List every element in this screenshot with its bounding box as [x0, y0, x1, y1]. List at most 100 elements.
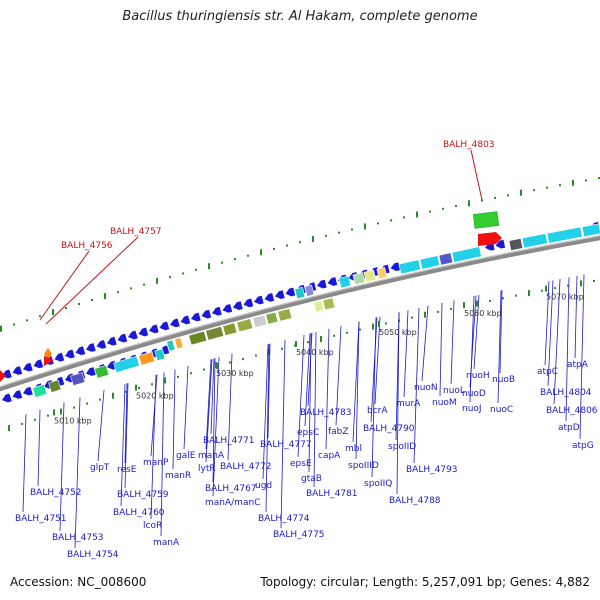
scale-tick	[215, 362, 217, 369]
gene-arrow	[159, 321, 170, 331]
outer-tick	[351, 228, 353, 231]
gene-label: lytR	[198, 464, 216, 474]
inner-tick	[476, 300, 478, 307]
outer-tick	[156, 277, 158, 284]
outer-tick	[234, 258, 236, 261]
leader-line	[547, 280, 554, 387]
inner-tick	[138, 387, 140, 390]
gene-arrow	[253, 295, 264, 305]
inner-tick	[47, 414, 49, 417]
gene-label: nuoD	[462, 389, 486, 399]
inner-tick	[73, 406, 75, 409]
leader-line	[265, 343, 270, 513]
scale-label: 5070 kbp	[546, 293, 584, 302]
inner-tick	[21, 422, 23, 425]
gene-block	[352, 272, 366, 286]
outer-tick	[286, 244, 288, 247]
inner-tick	[307, 341, 309, 344]
inner-tick	[125, 390, 127, 393]
outer-tick	[117, 291, 119, 294]
gene-label: BALH_4783	[300, 408, 352, 418]
gene-block	[113, 355, 140, 373]
inner-tick	[489, 299, 491, 302]
gene-label: BALH_4804	[540, 388, 592, 398]
outer-tick	[221, 261, 223, 264]
gene-label: manP	[143, 458, 169, 468]
scale-label: 5040 kbp	[296, 348, 334, 357]
gene-label: BALH_4752	[30, 488, 82, 498]
outer-tick	[299, 241, 301, 244]
outer-tick	[0, 325, 2, 332]
feature-4756-arrow	[44, 356, 54, 366]
inner-tick	[60, 408, 62, 415]
inner-tick	[411, 316, 413, 319]
gene-label: BALH_4759	[117, 490, 169, 500]
gene-label: atpA	[567, 360, 589, 370]
gene-block	[188, 330, 208, 346]
inner-tick	[502, 297, 504, 300]
gene-label: BALH_4772	[220, 462, 272, 472]
gene-label: atpD	[558, 423, 580, 433]
gene-arrow	[495, 239, 506, 249]
outer-tick	[507, 194, 509, 197]
gene-arrow	[222, 304, 233, 313]
gene-label: manA	[198, 451, 225, 461]
feature-4803-block	[472, 211, 500, 229]
leader-line	[212, 358, 216, 483]
leader-line	[120, 383, 126, 507]
outer-tick	[169, 276, 171, 279]
leader-line	[450, 300, 455, 385]
outer-tick	[195, 268, 197, 271]
outer-tick	[312, 235, 314, 242]
leader-line	[205, 359, 212, 450]
gene-label: atpG	[572, 441, 594, 451]
gene-block	[313, 300, 325, 313]
inner-tick	[450, 308, 452, 311]
outer-tick	[546, 186, 548, 189]
inner-tick	[164, 377, 166, 384]
gene-label: bcrA	[367, 406, 388, 416]
outer-tick	[429, 210, 431, 213]
gene-arrow	[317, 279, 327, 289]
gene-label: spoIIID	[348, 461, 379, 471]
gene-block	[398, 259, 421, 275]
outer-tick	[572, 179, 574, 186]
gene-label: capA	[318, 451, 341, 461]
leader-line	[395, 312, 400, 441]
gene-block	[154, 348, 166, 361]
leader-line	[374, 316, 381, 405]
outer-tick	[143, 283, 145, 286]
leader-line	[172, 369, 176, 470]
gene-arrow	[327, 277, 338, 286]
gene-arrow	[264, 292, 275, 302]
inner-tick	[151, 383, 153, 386]
leader-line	[37, 409, 41, 487]
gene-arrow	[65, 349, 75, 359]
gene-label: nuoH	[466, 371, 490, 381]
gene-label: BALH_4771	[203, 436, 255, 446]
gene-label: glpT	[90, 463, 110, 473]
gene-arrow	[54, 352, 65, 362]
inner-tick	[541, 289, 543, 292]
gene-label: atpC	[537, 367, 558, 377]
gene-label: BALH_4790	[363, 424, 415, 434]
gene-block	[138, 351, 156, 366]
gene-label: BALH_4777	[260, 440, 312, 450]
leader-line	[74, 397, 81, 549]
outer-tick	[481, 199, 483, 202]
leader-line	[553, 279, 561, 405]
leader-line	[579, 274, 585, 440]
outer-tick	[598, 177, 600, 180]
leader-line	[469, 295, 475, 403]
scale-label: 5050 kbp	[379, 328, 417, 337]
leader-line	[469, 295, 477, 388]
leader-line-red	[39, 250, 90, 321]
gene-arrow	[107, 336, 117, 346]
gene-arrow	[128, 330, 138, 340]
leader-line	[313, 332, 317, 488]
leader-line	[439, 302, 443, 397]
leader-line	[413, 307, 420, 464]
gene-block	[32, 383, 48, 398]
leader-line	[297, 334, 305, 458]
outer-tick	[208, 263, 210, 270]
